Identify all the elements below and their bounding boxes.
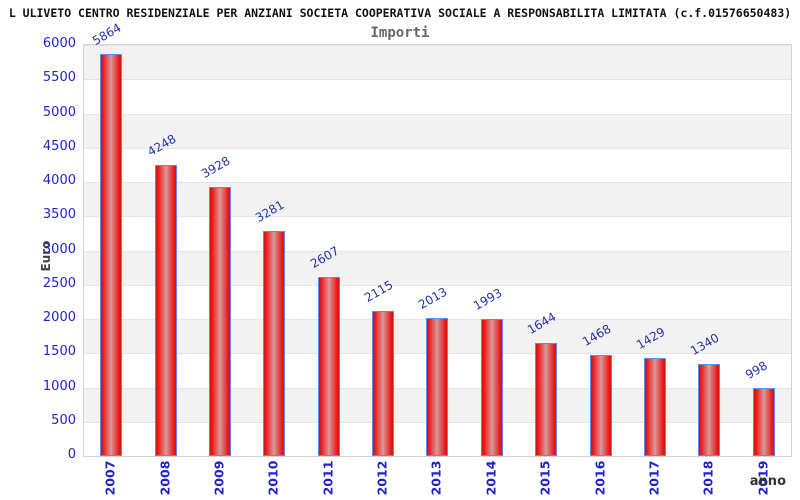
y-tick-label: 6000 xyxy=(42,36,76,51)
bar-slot: 3928 xyxy=(193,45,247,456)
x-tick-label: 2011 xyxy=(320,460,336,496)
bar-value-label: 1644 xyxy=(525,309,559,338)
bar-slot: 1429 xyxy=(628,45,682,456)
x-tick-2008: 2008 xyxy=(137,456,191,500)
bar-value-label: 1993 xyxy=(470,286,505,314)
bar-2017 xyxy=(644,358,667,456)
bar-value-label: 2115 xyxy=(362,277,396,306)
bar-2012 xyxy=(372,311,395,456)
y-tick-label: 1500 xyxy=(42,344,76,360)
x-tick-label: 2007 xyxy=(102,460,118,496)
chart-title: L ULIVETO CENTRO RESIDENZIALE PER ANZIAN… xyxy=(8,6,792,20)
grid-band xyxy=(84,182,791,217)
bar-value-label: 3928 xyxy=(198,153,233,181)
bar-value-label: 4248 xyxy=(144,131,179,160)
bar-value-label: 3281 xyxy=(253,197,287,226)
x-tick-label: 2009 xyxy=(211,460,227,496)
bar-slot: 2013 xyxy=(410,45,464,456)
y-tick-label: 4500 xyxy=(42,138,76,154)
bar-2016 xyxy=(589,355,612,456)
y-tick-label: 5000 xyxy=(42,104,76,120)
x-tick-label: 2017 xyxy=(646,460,662,496)
bar-2011 xyxy=(317,277,340,456)
bar-slot: 4248 xyxy=(138,45,192,456)
x-tick-2018: 2018 xyxy=(681,456,735,500)
y-tick-label: 500 xyxy=(51,412,76,428)
y-tick-label: 0 xyxy=(67,447,76,462)
y-tick-label: 3500 xyxy=(42,207,76,223)
x-tick-label: 2010 xyxy=(265,460,281,496)
grid-band xyxy=(84,284,791,319)
x-tick-label: 2016 xyxy=(592,460,608,496)
bar-2019 xyxy=(752,387,775,456)
x-tick-label: 2015 xyxy=(537,460,553,496)
grid-band xyxy=(84,45,791,80)
x-tick-label: 2018 xyxy=(700,460,716,496)
y-tick-label: 5500 xyxy=(42,70,76,86)
bar-slot: 1468 xyxy=(573,45,627,456)
bar-2013 xyxy=(426,318,449,456)
x-tick-label: 2013 xyxy=(428,460,444,496)
bar-value-label: 1429 xyxy=(634,324,668,353)
bar-slot: 1644 xyxy=(519,45,573,456)
bar-slot: 2115 xyxy=(356,45,410,456)
x-tick-2014: 2014 xyxy=(464,456,518,500)
x-tick-2011: 2011 xyxy=(301,456,355,500)
x-tick-2009: 2009 xyxy=(192,456,246,500)
plot-area: 5864 4248 3928 3281 2607 2115 2013 1993 1644 1468… xyxy=(83,21,792,457)
bar-value-label: 1468 xyxy=(579,322,614,350)
x-tick-2016: 2016 xyxy=(572,456,626,500)
grid-band xyxy=(84,79,791,114)
x-axis-tick-labels: 2007 2008 2009 2010 2011 2012 2013 2014 2015 2016… xyxy=(83,456,790,500)
x-tick-2007: 2007 xyxy=(83,456,137,500)
bar-2018 xyxy=(698,364,721,456)
x-tick-2015: 2015 xyxy=(518,456,572,500)
grid-band xyxy=(84,250,791,285)
x-tick-2017: 2017 xyxy=(627,456,681,500)
x-axis-label: anno xyxy=(749,474,786,489)
x-tick-label: 2012 xyxy=(374,460,390,496)
y-tick-label: 2500 xyxy=(42,275,76,291)
y-tick-label: 3000 xyxy=(42,241,76,257)
bar-2014 xyxy=(480,319,503,456)
y-tick-label: 2000 xyxy=(42,310,76,325)
bar-value-label: 1340 xyxy=(688,330,722,359)
bar-value-label: 2013 xyxy=(416,284,450,313)
bar-slot: 3281 xyxy=(247,45,301,456)
x-tick-label: 2008 xyxy=(157,460,173,496)
bar-2015 xyxy=(535,343,558,456)
x-tick-2010: 2010 xyxy=(246,456,300,500)
bar-value-label: 998 xyxy=(742,358,770,382)
chart-subtitle: Importi xyxy=(370,25,430,41)
x-tick-2013: 2013 xyxy=(409,456,463,500)
bar-slot: 998 xyxy=(737,45,791,456)
bar-slot: 1340 xyxy=(682,45,736,456)
bar-2009 xyxy=(208,186,231,456)
grid-band xyxy=(84,113,791,148)
bar-value-label: 2607 xyxy=(307,244,342,272)
grid-band xyxy=(84,216,791,251)
y-tick-label: 4000 xyxy=(42,173,76,188)
bar-slot: 1993 xyxy=(465,45,519,456)
x-tick-2012: 2012 xyxy=(355,456,409,500)
bar-2008 xyxy=(154,165,177,456)
bar-slot: 2607 xyxy=(302,45,356,456)
bar-slot: 5864 xyxy=(84,21,138,456)
bar-2007 xyxy=(100,54,123,456)
x-tick-label: 2014 xyxy=(483,460,499,496)
bar-2010 xyxy=(263,231,286,456)
y-tick-label: 1000 xyxy=(42,378,76,394)
grid-band xyxy=(84,147,791,182)
